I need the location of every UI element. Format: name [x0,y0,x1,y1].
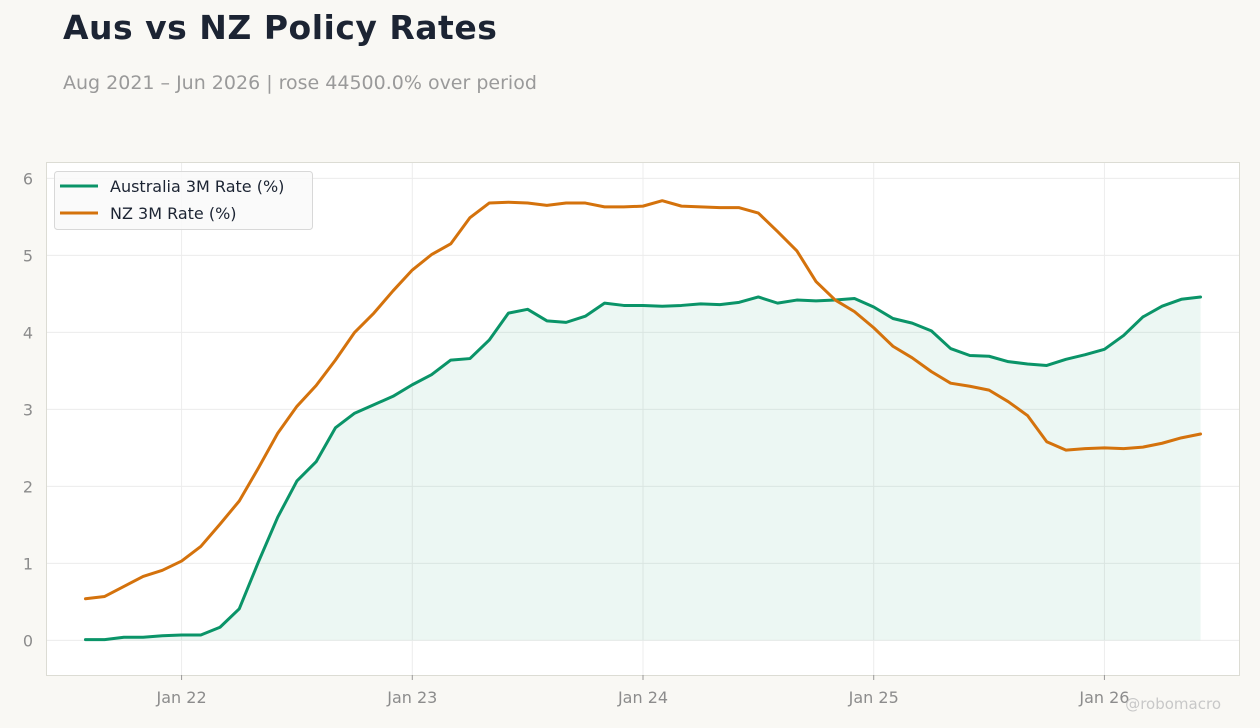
series-area-fill [85,296,1201,641]
y-tick-label: 6 [23,169,33,188]
y-tick-label: 3 [23,400,33,419]
legend-label: NZ 3M Rate (%) [110,204,237,223]
series-line [83,295,1203,642]
x-tick-label: Jan 22 [156,688,207,707]
axis-labels: 0 1 2 3 4 5 6 Jan 22 Jan 23 Jan 24 Jan 25 Jan 26 [23,169,1130,707]
legend-box [54,171,313,230]
y-tick-label: 4 [23,323,33,342]
chart-subtitle: Aug 2021 – Jun 2026 | rose 44500.0% over… [63,72,537,94]
series-line [83,199,1203,601]
x-tick-label: Jan 25 [848,688,899,707]
y-tick-label: 5 [23,246,33,265]
series-lines [83,199,1203,642]
legend: Australia 3M Rate (%) NZ 3M Rate (%) [54,171,313,230]
y-tick-label: 0 [23,631,33,650]
chart-title: Aus vs NZ Policy Rates [63,8,498,47]
x-tick-label: Jan 23 [386,688,437,707]
x-tick-label: Jan 26 [1078,688,1129,707]
area-fills [85,296,1201,641]
y-tick-label: 1 [23,554,33,573]
grid-lines [47,163,1239,675]
y-tick-label: 2 [23,477,33,496]
legend-label: Australia 3M Rate (%) [110,177,284,196]
x-tick-label: Jan 24 [617,688,668,707]
watermark: @robomacro [1125,695,1221,713]
